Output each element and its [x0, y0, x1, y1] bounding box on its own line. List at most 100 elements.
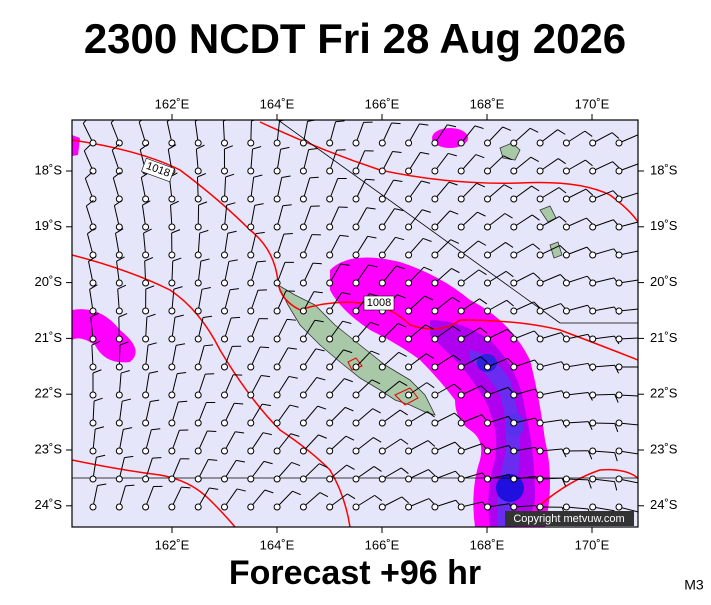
- barb-station: [143, 504, 149, 510]
- lat-label: 19˚S: [35, 218, 63, 233]
- barb-station: [511, 336, 517, 342]
- barb-station: [511, 308, 517, 314]
- barb-station: [590, 280, 596, 286]
- barb-station: [248, 364, 254, 370]
- barb-station: [537, 308, 543, 314]
- barb-station: [300, 308, 306, 314]
- barb-station: [327, 140, 333, 146]
- barb-station: [616, 280, 622, 286]
- barb-station: [274, 448, 280, 454]
- barb-station: [169, 476, 175, 482]
- barb-station: [485, 476, 491, 482]
- barb-flag: [641, 483, 643, 492]
- barb-station: [485, 140, 491, 146]
- barb-station: [511, 364, 517, 370]
- barb-station: [90, 448, 96, 454]
- barb-station: [537, 448, 543, 454]
- barb-station: [616, 168, 622, 174]
- barb-station: [458, 252, 464, 258]
- lon-label: 166˚E: [365, 96, 400, 111]
- barb-station: [379, 364, 385, 370]
- barb-station: [379, 168, 385, 174]
- barb-station: [195, 448, 201, 454]
- barb-station: [406, 364, 412, 370]
- barb-station: [195, 336, 201, 342]
- barb-station: [485, 448, 491, 454]
- barb-flag: [640, 192, 646, 199]
- barb-station: [563, 504, 569, 510]
- barb-flag: [260, 347, 269, 348]
- barb-station: [248, 448, 254, 454]
- barb-station: [300, 280, 306, 286]
- barb-station: [248, 280, 254, 286]
- barb-station: [90, 504, 96, 510]
- barb-station: [432, 476, 438, 482]
- lat-label: 20˚S: [650, 274, 678, 289]
- barb-station: [537, 336, 543, 342]
- barb-station: [195, 224, 201, 230]
- barb-station: [485, 336, 491, 342]
- barb-station: [116, 476, 122, 482]
- barb-station: [379, 420, 385, 426]
- barb-station: [90, 420, 96, 426]
- lon-label: 170˚E: [575, 96, 610, 111]
- barb-station: [248, 196, 254, 202]
- barb-station: [458, 336, 464, 342]
- barb-flag: [641, 396, 644, 405]
- barb-station: [195, 168, 201, 174]
- barb-station: [116, 224, 122, 230]
- barb-station: [143, 364, 149, 370]
- barb-station: [353, 420, 359, 426]
- barb-station: [222, 140, 228, 146]
- barb-station: [432, 280, 438, 286]
- barb-station: [537, 504, 543, 510]
- lat-label: 22˚S: [35, 386, 63, 401]
- lon-label: 168˚E: [470, 537, 505, 552]
- barb-station: [327, 392, 333, 398]
- barb-station: [432, 420, 438, 426]
- barb-station: [222, 252, 228, 258]
- barb-station: [379, 252, 385, 258]
- barb-station: [248, 504, 254, 510]
- barb-flag: [641, 338, 645, 346]
- barb-station: [222, 448, 228, 454]
- barb-station: [511, 196, 517, 202]
- lat-label: 18˚S: [35, 162, 63, 177]
- barb-station: [143, 476, 149, 482]
- lat-label: 24˚S: [650, 497, 678, 512]
- footer: Forecast +96 hr: [229, 554, 481, 592]
- barb-station: [248, 336, 254, 342]
- barb-station: [353, 168, 359, 174]
- barb-station: [590, 336, 596, 342]
- barb-station: [327, 448, 333, 454]
- barb-station: [116, 280, 122, 286]
- barb-station: [300, 504, 306, 510]
- barb-station: [222, 280, 228, 286]
- barb-station: [485, 280, 491, 286]
- barb-station: [300, 336, 306, 342]
- barb-flag: [392, 123, 401, 124]
- barb-flag: [641, 309, 645, 317]
- barb-station: [406, 392, 412, 398]
- barb-station: [590, 224, 596, 230]
- lat-label: 21˚S: [650, 330, 678, 345]
- barb-station: [379, 140, 385, 146]
- barb-station: [537, 252, 543, 258]
- barb-station: [195, 392, 201, 398]
- barb-station: [274, 252, 280, 258]
- barb-station: [300, 140, 306, 146]
- barb-station: [195, 420, 201, 426]
- barb-flag: [284, 234, 293, 235]
- barb-station: [248, 140, 254, 146]
- barb-station: [458, 448, 464, 454]
- barb-station: [485, 168, 491, 174]
- barb-station: [169, 504, 175, 510]
- barb-flag: [640, 513, 641, 522]
- barb-station: [195, 476, 201, 482]
- barb-station: [537, 364, 543, 370]
- barb-station: [432, 392, 438, 398]
- barb-station: [590, 420, 596, 426]
- barb-station: [143, 140, 149, 146]
- barb-station: [485, 504, 491, 510]
